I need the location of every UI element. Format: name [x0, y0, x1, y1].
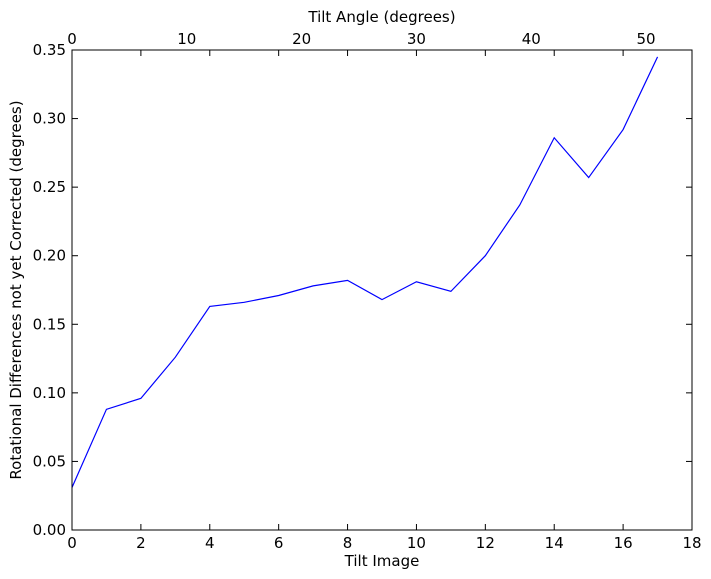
- x2-tick-label: 0: [67, 30, 77, 48]
- x-tick-label: 16: [614, 534, 633, 552]
- plot-frame: [71, 49, 693, 531]
- y-tick-label: 0.10: [33, 384, 66, 402]
- x2-tick-label: 10: [177, 30, 196, 48]
- x-axis-title: Tilt Image: [344, 552, 420, 570]
- y-axis-title: Rotational Differences not yet Corrected…: [7, 100, 25, 479]
- y-tick-label: 0.05: [33, 452, 66, 470]
- x-tick-label: 4: [205, 534, 215, 552]
- x-tick-label: 0: [67, 534, 77, 552]
- y-tick-label: 0.20: [33, 247, 66, 265]
- x-tick-label: 10: [407, 534, 426, 552]
- x-tick-label: 8: [343, 534, 353, 552]
- x2-tick-label: 50: [637, 30, 656, 48]
- x2-tick-label: 30: [407, 30, 426, 48]
- ticks-layer: [71, 49, 693, 531]
- x-tick-label: 6: [274, 534, 284, 552]
- y-tick-label: 0.15: [33, 315, 66, 333]
- series-line: [71, 56, 659, 488]
- x2-axis-title: Tilt Angle (degrees): [307, 8, 455, 26]
- x-tick-label: 18: [682, 534, 701, 552]
- x2-tick-label: 20: [292, 30, 311, 48]
- x2-tick-label: 40: [522, 30, 541, 48]
- labels-layer: 0 2 4 6 8 10 12 14 16 18 0 10 20 30 40 50 0.00 0.05 0.10 0.…: [33, 30, 702, 552]
- x-tick-label: 12: [476, 534, 495, 552]
- x-tick-label: 14: [545, 534, 564, 552]
- x-tick-label: 2: [136, 534, 146, 552]
- y-tick-label: 0.35: [33, 41, 66, 59]
- y-tick-label: 0.25: [33, 178, 66, 196]
- y-tick-label: 0.00: [33, 521, 66, 539]
- y-tick-label: 0.30: [33, 110, 66, 128]
